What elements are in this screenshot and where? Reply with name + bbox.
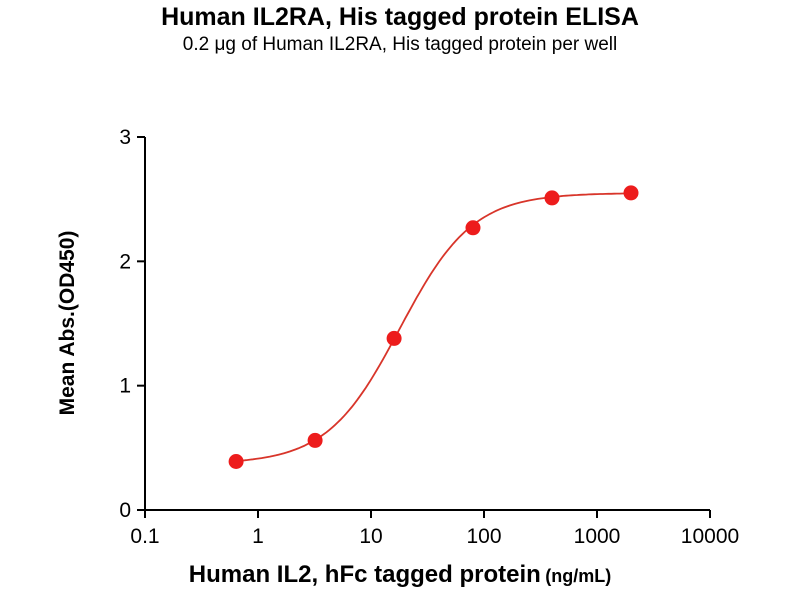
x-tick-label: 10 [359,525,382,548]
data-point [228,454,244,469]
x-tick-label: 0.1 [130,525,159,548]
fit-curve [236,192,632,462]
data-layer [228,185,639,469]
axes-layer: 0.1 1 10 100 1000 10000 0 1 2 3 [119,126,739,548]
y-tick-label: 1 [119,375,131,398]
x-axis-label-unit: (ng/mL) [545,566,612,586]
x-tick-label: 1000 [574,525,621,548]
chart-subtitle: 0.2 μg of Human IL2RA, His tagged protei… [182,34,618,55]
y-tick-label: 2 [119,250,131,273]
y-tick-label: 3 [119,126,131,149]
x-tick-label: 10000 [681,525,739,548]
data-point [623,185,639,201]
x-axis-label-main: Human IL2, hFc tagged protein [188,561,541,588]
data-point [465,220,481,236]
y-axis-label: Mean Abs.(OD450) [56,231,79,416]
y-tick-label: 0 [119,499,131,522]
x-tick-label: 100 [466,525,501,548]
data-point [307,432,323,448]
data-point [386,330,402,346]
data-point [544,190,560,206]
x-axis-label: Human IL2, hFc tagged protein (ng/mL) [0,561,800,589]
chart-title: Human IL2RA, His tagged protein ELISA [161,3,639,31]
x-tick-label: 1 [252,525,264,548]
